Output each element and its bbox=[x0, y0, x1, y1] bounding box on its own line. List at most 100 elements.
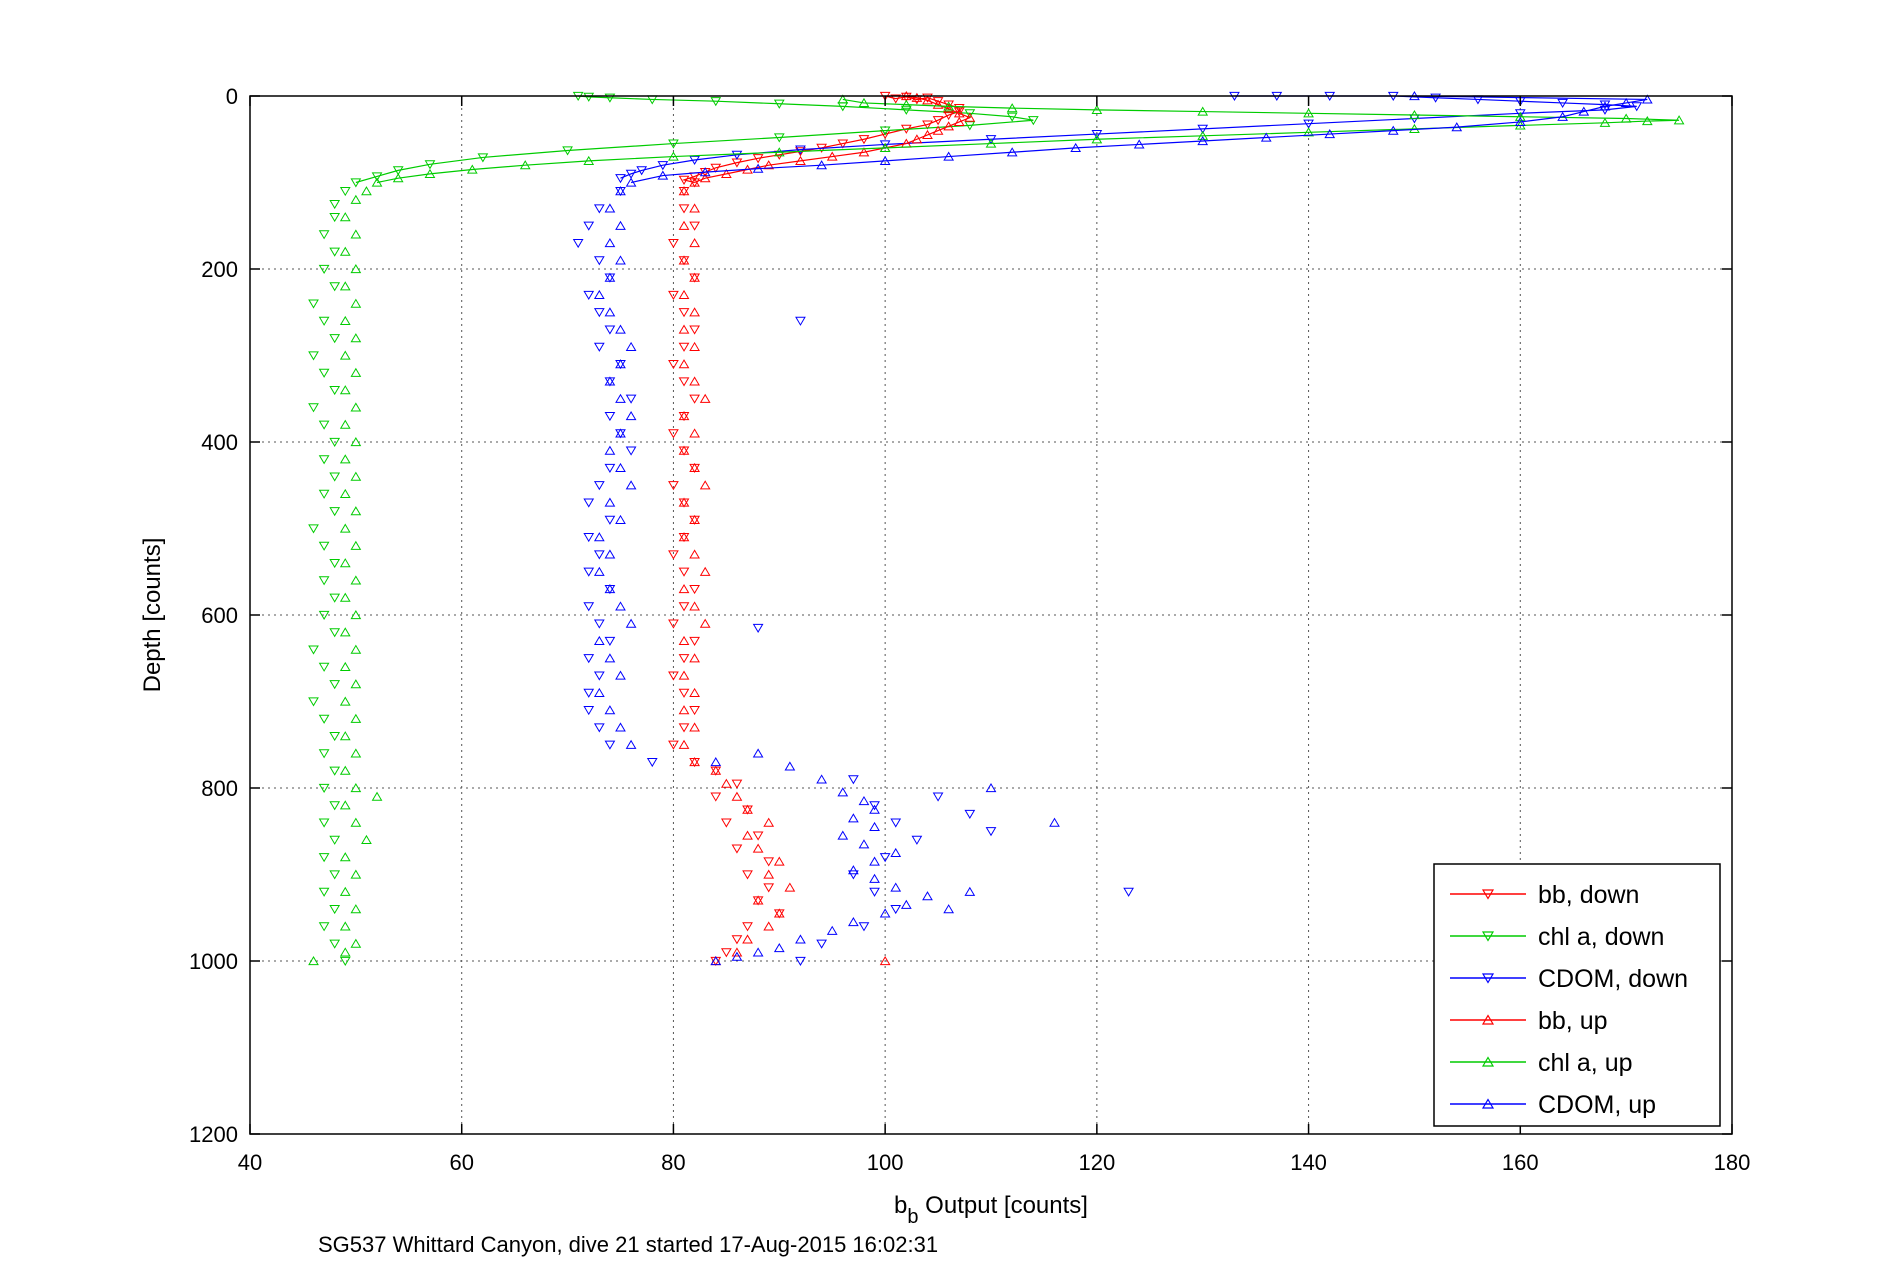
data-point bbox=[636, 166, 648, 176]
data-point bbox=[710, 163, 722, 173]
data-point bbox=[731, 791, 743, 801]
data-point bbox=[339, 281, 351, 291]
data-point bbox=[689, 238, 700, 248]
data-point bbox=[678, 175, 690, 185]
data-point bbox=[339, 661, 351, 671]
data-point bbox=[583, 654, 595, 664]
data-point bbox=[1197, 106, 1209, 116]
data-point bbox=[985, 138, 997, 148]
legend-marker bbox=[1481, 1014, 1495, 1025]
data-point bbox=[932, 116, 944, 126]
data-point bbox=[858, 839, 870, 849]
data-point bbox=[339, 315, 351, 325]
data-point bbox=[604, 705, 616, 715]
data-point bbox=[932, 97, 944, 107]
data-point bbox=[562, 146, 573, 156]
data-point bbox=[604, 515, 616, 525]
data-point bbox=[795, 155, 806, 165]
data-point bbox=[678, 497, 690, 507]
data-point bbox=[689, 177, 700, 187]
data-point bbox=[858, 135, 870, 145]
data-point bbox=[943, 103, 955, 114]
data-point bbox=[1303, 119, 1314, 129]
data-point bbox=[361, 186, 372, 196]
data-point bbox=[477, 153, 489, 163]
data-point bbox=[339, 696, 351, 706]
data-point bbox=[837, 94, 849, 104]
data-point bbox=[339, 488, 351, 498]
data-point bbox=[689, 601, 700, 611]
data-point bbox=[678, 532, 690, 542]
data-point bbox=[689, 376, 700, 386]
data-point bbox=[869, 821, 880, 832]
data-point bbox=[678, 688, 690, 698]
data-point bbox=[689, 514, 700, 524]
data-point bbox=[318, 749, 330, 759]
data-point bbox=[371, 172, 383, 182]
data-point bbox=[689, 325, 700, 335]
data-point bbox=[900, 105, 912, 115]
data-point bbox=[318, 610, 330, 621]
data-point bbox=[339, 558, 351, 568]
legend-marker bbox=[1481, 889, 1495, 900]
data-point bbox=[678, 584, 690, 594]
data-point bbox=[625, 169, 637, 179]
data-point bbox=[329, 939, 341, 949]
data-point bbox=[329, 437, 341, 448]
x-tick-label: 100 bbox=[867, 1150, 904, 1175]
data-point bbox=[1409, 109, 1420, 120]
data-point bbox=[318, 316, 330, 326]
data-point bbox=[318, 368, 330, 378]
data-point bbox=[318, 576, 330, 586]
data-point bbox=[1091, 104, 1103, 114]
data-point bbox=[329, 559, 341, 569]
data-point bbox=[593, 687, 605, 697]
data-point bbox=[763, 160, 775, 170]
data-point bbox=[604, 636, 616, 646]
legend-box bbox=[1433, 863, 1721, 1127]
data-point bbox=[742, 934, 753, 944]
data-point bbox=[890, 882, 902, 892]
data-point bbox=[1303, 108, 1314, 118]
data-point bbox=[329, 282, 341, 292]
data-point bbox=[731, 951, 743, 961]
data-point bbox=[604, 93, 616, 103]
data-point bbox=[593, 619, 605, 629]
data-point bbox=[350, 609, 362, 620]
data-point bbox=[943, 110, 955, 121]
data-point bbox=[318, 264, 330, 275]
data-point bbox=[350, 713, 362, 723]
data-point bbox=[752, 831, 764, 841]
data-point bbox=[858, 147, 870, 157]
data-point bbox=[1027, 116, 1039, 126]
data-point bbox=[699, 618, 711, 628]
x-axis-title-suffix: Output [counts] bbox=[919, 1192, 1088, 1219]
data-point bbox=[879, 908, 891, 918]
data-point bbox=[604, 740, 616, 750]
data-point bbox=[318, 853, 330, 863]
data-point bbox=[1006, 147, 1018, 157]
legend-label: CDOM, down bbox=[1538, 965, 1688, 993]
data-point bbox=[1197, 135, 1209, 146]
data-point bbox=[678, 342, 690, 352]
data-point bbox=[668, 481, 679, 491]
axis-tick-labels: 40 60 80 100 120 140 160 180 0 200 400 600 800 1000 12… bbox=[189, 84, 1750, 1175]
data-point bbox=[1006, 103, 1018, 113]
y-tick-label: 0 bbox=[226, 84, 238, 109]
data-point bbox=[339, 187, 351, 197]
data-point bbox=[339, 523, 351, 533]
data-point bbox=[742, 870, 753, 880]
data-point bbox=[350, 194, 362, 204]
data-point bbox=[668, 619, 679, 629]
data-point bbox=[329, 200, 341, 210]
data-point bbox=[1673, 115, 1685, 125]
data-point bbox=[742, 922, 753, 932]
data-point bbox=[583, 155, 595, 165]
data-point bbox=[742, 804, 753, 814]
data-point bbox=[689, 584, 700, 595]
data-point bbox=[625, 394, 637, 404]
data-point bbox=[879, 955, 891, 966]
data-point bbox=[604, 653, 616, 663]
data-point bbox=[678, 705, 690, 715]
